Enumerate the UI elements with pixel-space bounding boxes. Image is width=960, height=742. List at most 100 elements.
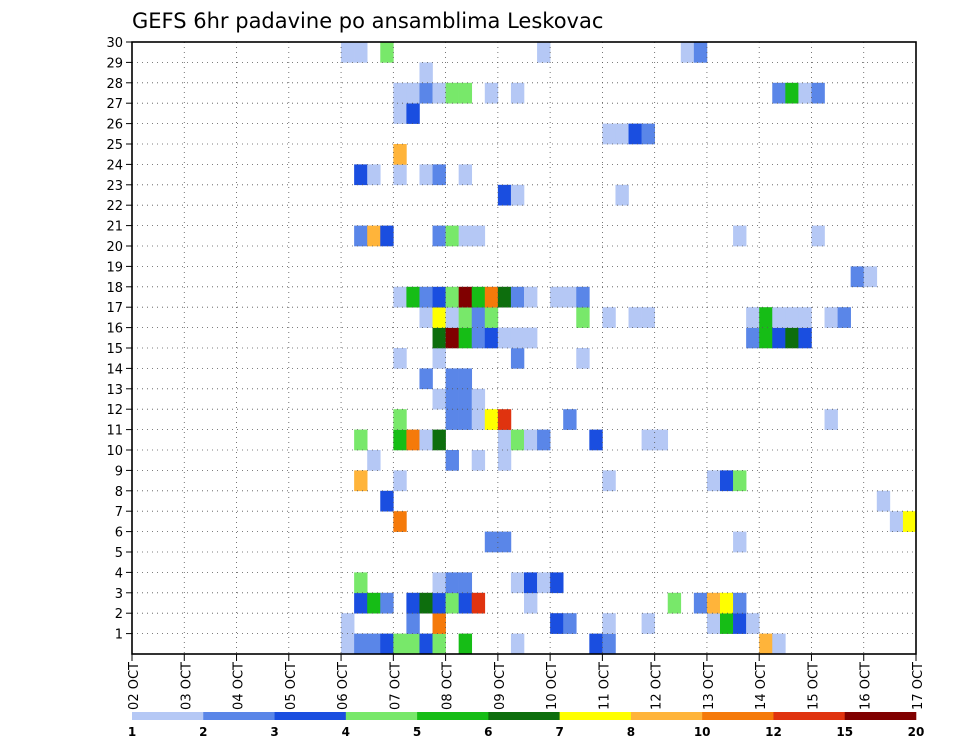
heatmap-cell xyxy=(380,633,394,655)
heatmap-cell xyxy=(484,82,499,104)
heatmap-cell xyxy=(510,82,525,104)
heatmap-cell xyxy=(380,42,394,63)
x-tick-label: 11 OCT xyxy=(597,662,612,710)
colorbar-label: 15 xyxy=(836,725,853,739)
colorbar-swatch xyxy=(559,712,632,720)
heatmap-cell xyxy=(863,266,878,288)
colorbar-swatch xyxy=(345,712,418,720)
y-tick-label: 18 xyxy=(106,281,123,296)
heatmap-cell xyxy=(615,123,629,145)
x-tick-label: 13 OCT xyxy=(702,662,717,710)
heatmap-cell xyxy=(537,429,551,451)
heatmap-cell xyxy=(497,531,512,553)
heatmap-cell xyxy=(445,572,459,594)
heatmap-cell xyxy=(628,123,642,145)
heatmap-cell xyxy=(419,633,433,655)
y-tick-label: 19 xyxy=(106,260,123,275)
heatmap-cell xyxy=(510,348,525,369)
x-tick-label: 07 OCT xyxy=(388,662,403,710)
heatmap-cell xyxy=(471,307,486,328)
heatmap-cell xyxy=(471,327,486,349)
heatmap-cell xyxy=(759,307,773,328)
heatmap-cell xyxy=(432,633,446,655)
heatmap-cell xyxy=(419,429,433,451)
heatmap-cell xyxy=(393,348,407,369)
heatmap-cell xyxy=(354,470,368,492)
heatmap-cell xyxy=(432,307,446,328)
heatmap-cell xyxy=(445,286,459,308)
heatmap-cell xyxy=(550,613,564,634)
x-tick-label: 04 OCT xyxy=(232,662,247,710)
chart-title: GEFS 6hr padavine po ansamblima Leskovac xyxy=(132,9,603,33)
x-tick-label: 12 OCT xyxy=(650,662,665,710)
heatmap-cell xyxy=(458,572,473,594)
heatmap-cell xyxy=(432,225,446,247)
heatmap-cell xyxy=(445,450,459,471)
y-tick-label: 10 xyxy=(106,444,123,459)
heatmap-cell xyxy=(406,633,420,655)
heatmap-cell xyxy=(445,82,459,104)
colorbar-swatch xyxy=(274,712,347,720)
heatmap-cell xyxy=(772,327,786,349)
heatmap-cell xyxy=(458,633,473,655)
y-tick-label: 22 xyxy=(106,199,123,214)
colorbar-label: 3 xyxy=(270,725,278,739)
heatmap-cell xyxy=(510,633,525,655)
heatmap-cell xyxy=(746,307,760,328)
heatmap-cell xyxy=(706,470,721,492)
heatmap-cell xyxy=(419,82,433,104)
heatmap-cell xyxy=(341,42,355,63)
heatmap-cell xyxy=(393,286,407,308)
heatmap-cell xyxy=(759,633,773,655)
chart-grid xyxy=(132,42,916,654)
heatmap-cell xyxy=(380,592,394,614)
heatmap-cell xyxy=(419,62,433,84)
heatmap-cell xyxy=(524,429,538,451)
y-tick-label: 9 xyxy=(115,464,123,479)
heatmap-cell xyxy=(641,613,655,634)
heatmap-cell xyxy=(419,592,433,614)
colorbar-label: 5 xyxy=(413,725,421,739)
heatmap-cell xyxy=(563,286,577,308)
heatmap-cell xyxy=(393,409,407,430)
heatmap-cell xyxy=(354,164,368,186)
x-tick-label: 06 OCT xyxy=(336,662,351,710)
heatmap-cell xyxy=(537,572,551,594)
heatmap-cell xyxy=(602,123,616,145)
colorbar-label: 1 xyxy=(128,725,136,739)
heatmap-cell xyxy=(785,82,799,104)
heatmap-cell xyxy=(354,572,368,594)
heatmap-cell xyxy=(367,633,381,655)
heatmap-cell xyxy=(406,429,420,451)
x-tick-label: 17 OCT xyxy=(911,662,926,710)
heatmap-cell xyxy=(759,327,773,349)
colorbar-swatch xyxy=(132,712,204,720)
heatmap-cell xyxy=(772,307,786,328)
colorbar-label: 4 xyxy=(342,725,350,739)
heatmap-cell xyxy=(537,42,551,63)
heatmap-cell xyxy=(367,592,381,614)
heatmap-cell xyxy=(380,225,394,247)
heatmap-cell xyxy=(367,164,381,186)
heatmap-cell xyxy=(641,123,655,145)
heatmap-cell xyxy=(510,572,525,594)
heatmap-cell xyxy=(458,327,473,349)
heatmap-cell xyxy=(510,429,525,451)
heatmap-cell xyxy=(393,164,407,186)
y-tick-label: 28 xyxy=(106,77,123,92)
heatmap-cell xyxy=(419,286,433,308)
heatmap-cell xyxy=(524,592,538,614)
y-axis: 1234567891011121314151617181920212223242… xyxy=(106,36,132,643)
heatmap-cell xyxy=(406,592,420,614)
heatmap-cell xyxy=(471,592,486,614)
heatmap-cell xyxy=(432,327,446,349)
y-tick-label: 30 xyxy=(106,36,123,51)
heatmap-cell xyxy=(733,470,747,492)
heatmap-cell xyxy=(693,592,708,614)
colorbar-label: 2 xyxy=(199,725,207,739)
x-tick-label: 10 OCT xyxy=(545,662,560,710)
heatmap-cell xyxy=(706,613,721,634)
y-tick-label: 25 xyxy=(106,138,123,153)
heatmap-cell xyxy=(497,409,512,430)
y-tick-label: 12 xyxy=(106,403,123,418)
